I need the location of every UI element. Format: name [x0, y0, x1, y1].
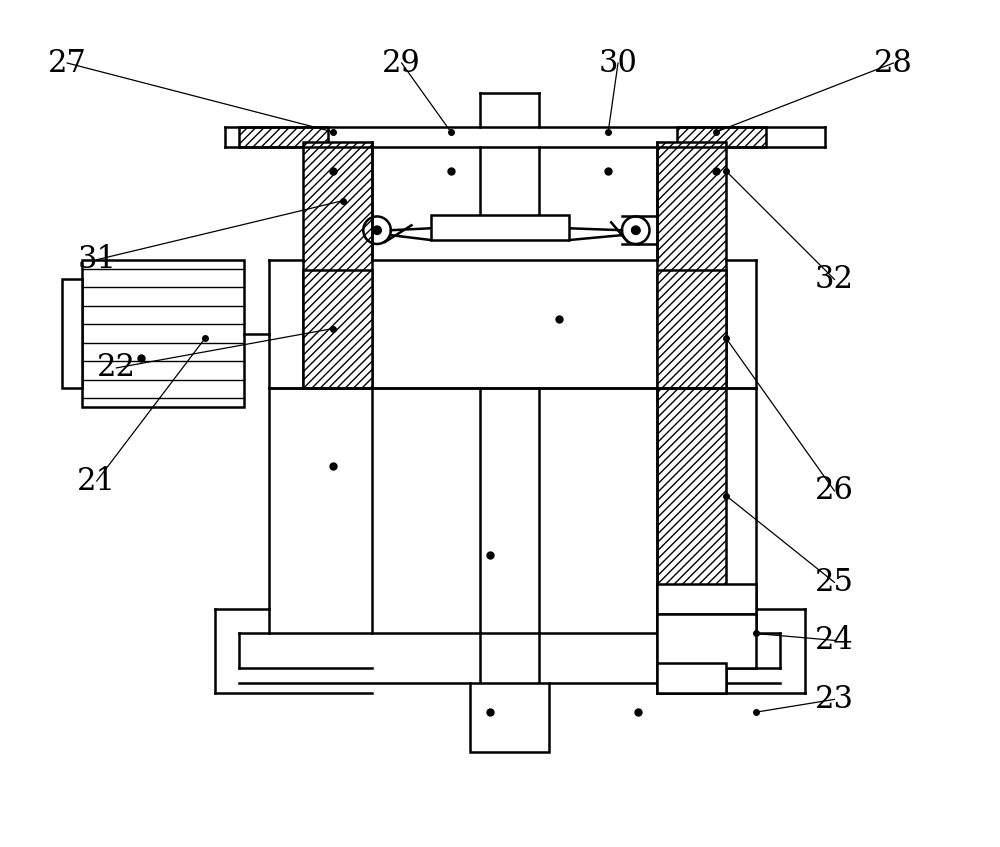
Bar — [657, 141, 726, 388]
Bar — [657, 388, 726, 693]
Bar — [657, 614, 756, 668]
Bar — [677, 127, 766, 147]
Text: 21: 21 — [77, 466, 116, 496]
Bar — [239, 127, 328, 147]
Bar — [303, 141, 372, 388]
Text: 28: 28 — [874, 47, 913, 79]
Circle shape — [372, 225, 382, 235]
Text: 26: 26 — [815, 475, 854, 507]
Text: 22: 22 — [97, 352, 136, 384]
Text: 30: 30 — [599, 47, 637, 79]
Text: 24: 24 — [815, 625, 854, 656]
Circle shape — [631, 225, 641, 235]
Bar — [303, 269, 372, 388]
Text: 32: 32 — [815, 264, 854, 295]
Text: 23: 23 — [815, 684, 854, 715]
Bar — [431, 215, 569, 240]
Bar — [657, 269, 726, 388]
Bar — [470, 683, 549, 751]
Text: 27: 27 — [48, 47, 87, 79]
Text: 25: 25 — [815, 567, 854, 598]
Text: 29: 29 — [382, 47, 421, 79]
Text: 31: 31 — [77, 244, 116, 275]
Bar — [657, 584, 756, 614]
Bar — [657, 663, 726, 693]
Bar — [62, 280, 82, 388]
Bar — [82, 260, 244, 407]
